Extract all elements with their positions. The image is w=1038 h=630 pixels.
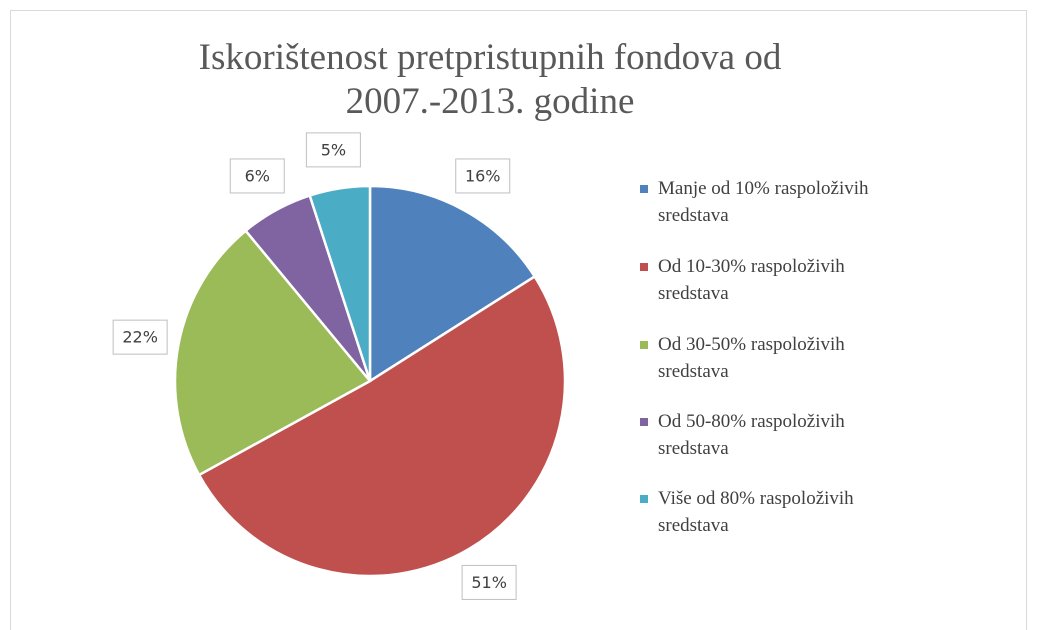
legend-swatch [640,185,648,193]
data-label: 16% [465,166,501,185]
legend-item: Od 30-50% raspoloživih sredstava [640,331,913,385]
legend-swatch [640,263,648,271]
pie-slice [368,184,537,384]
data-label: 22% [122,328,158,347]
chart-title: Iskorištenost pretpristupnih fondova od … [198,37,782,122]
legend-swatch [640,418,648,426]
pie-slice [308,184,372,382]
data-label: 5% [321,140,346,159]
data-label-box [229,158,285,194]
data-label-box [112,319,168,355]
pie-slice [197,274,567,578]
pie-slice [173,228,372,477]
legend-label: Manje od 10% raspoloživih sredstava [658,178,869,226]
data-label-box [455,158,511,194]
legend-label: Više od 80% raspoloživih sredstava [658,488,854,536]
data-label: 51% [471,573,507,592]
data-label-box [461,564,517,600]
chart-frame [10,10,1027,630]
legend-item: Više od 80% raspoloživih sredstava [640,485,913,539]
legend-label: Od 30-50% raspoloživih sredstava [658,334,845,382]
legend-label: Od 50-80% raspoloživih sredstava [658,411,845,459]
data-label: 6% [245,166,270,185]
legend-label: Od 10-30% raspoloživih sredstava [658,256,845,304]
legend-swatch [640,341,648,349]
legend-item: Manje od 10% raspoloživih sredstava [640,175,913,229]
legend-item: Od 50-80% raspoloživih sredstava [640,408,913,462]
legend-swatch [640,495,648,503]
data-label-box [305,132,361,168]
legend-item: Od 10-30% raspoloživih sredstava [640,253,913,307]
